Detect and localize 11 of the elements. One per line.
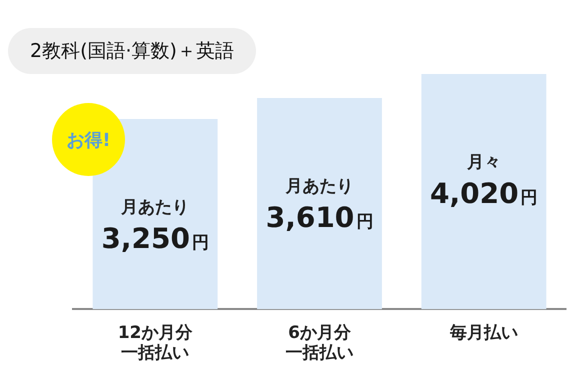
annotation: 月あたり — [120, 197, 190, 218]
x-tick-label: 6か月分一括払い — [286, 322, 354, 364]
x-tick-label: 12か月分一括払い — [118, 322, 194, 364]
x-tick-label: 毎月払い — [448, 322, 518, 343]
annotation: 月あたり — [284, 176, 354, 196]
data-label: 3,250円 — [101, 222, 209, 256]
data-label: 4,020円 — [430, 177, 538, 210]
circle-badge: お得! — [52, 103, 125, 176]
chart-title: 2教科(国語·算数)＋英語 — [8, 28, 256, 74]
annotation: 月々 — [466, 152, 501, 172]
annotation: お得! — [66, 128, 111, 152]
